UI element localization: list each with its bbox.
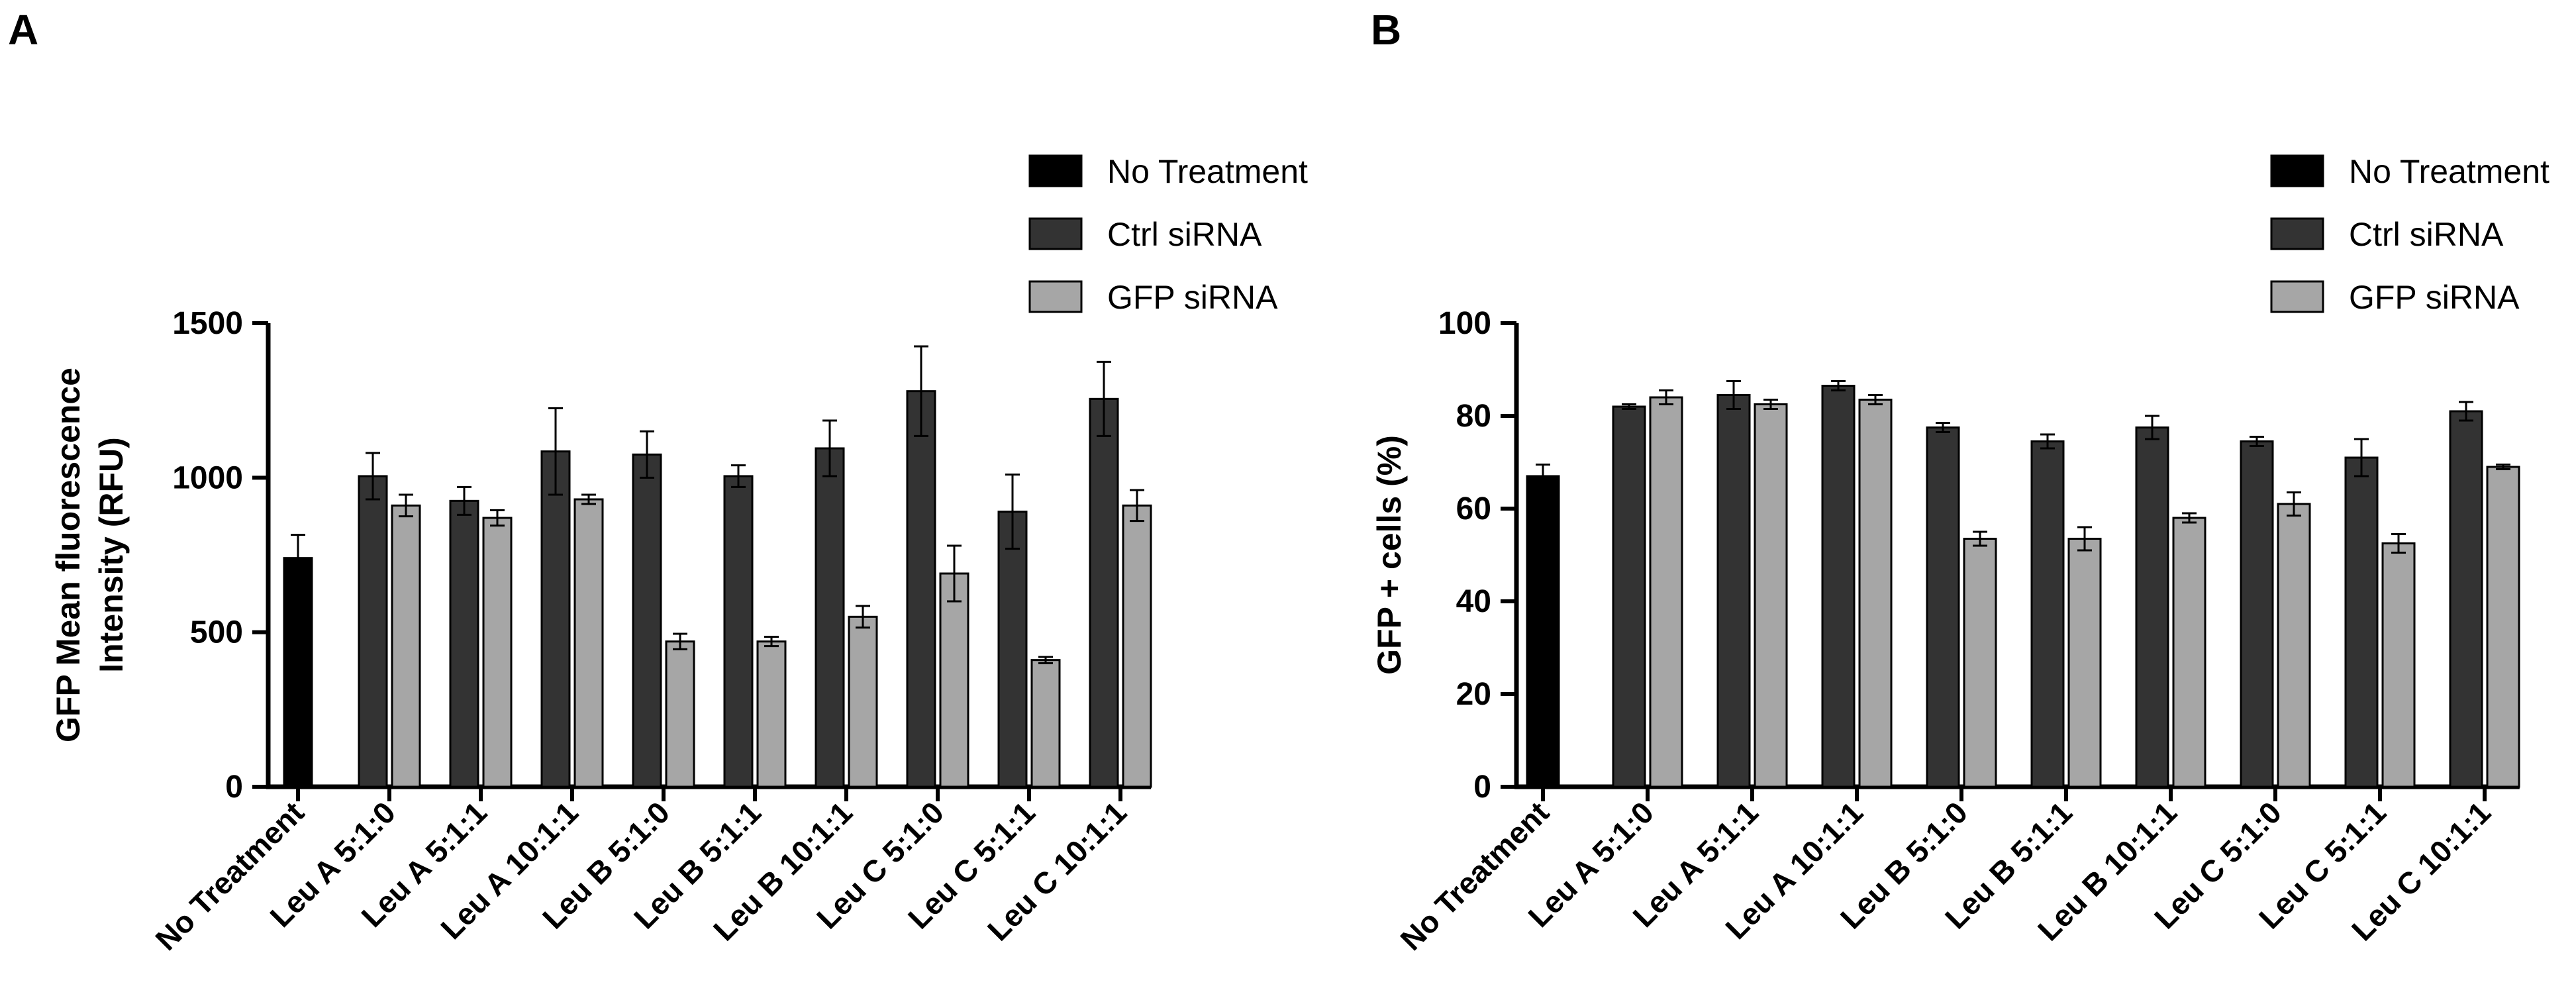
bar-ctrl-sirna bbox=[1926, 426, 1960, 788]
bar-gfp-sirna bbox=[1649, 396, 1683, 788]
bar-gfp-sirna bbox=[482, 517, 513, 788]
legend-swatch bbox=[2270, 154, 2324, 187]
bar-gfp-sirna bbox=[756, 640, 787, 788]
legend-label: GFP siRNA bbox=[2349, 279, 2520, 316]
legend-swatch bbox=[2270, 280, 2324, 313]
panel-b-letter: B bbox=[1371, 6, 1402, 54]
bar-ctrl-sirna bbox=[2135, 426, 2169, 788]
chart-panel-a: 0 500 1000 1500 GFP Mean fluorescence Intensi… bbox=[50, 153, 1308, 957]
bar-ctrl-sirna bbox=[1821, 385, 1856, 788]
bar-gfp-sirna bbox=[1754, 403, 1788, 788]
bar-gfp-sirna bbox=[1858, 399, 1893, 788]
legend-label: No Treatment bbox=[2349, 153, 2550, 190]
legend-swatch bbox=[1028, 154, 1083, 187]
y-axis-title: GFP + cells (%) bbox=[1371, 435, 1408, 675]
bar-ctrl-sirna bbox=[997, 511, 1028, 788]
legend-label: No Treatment bbox=[1107, 153, 1308, 190]
legend-swatch bbox=[2270, 217, 2324, 250]
legend-label: Ctrl siRNA bbox=[2349, 216, 2504, 253]
bar-gfp-sirna bbox=[573, 498, 604, 788]
legend-label: GFP siRNA bbox=[1107, 279, 1278, 316]
bar-gfp-sirna bbox=[848, 615, 878, 788]
bar-ctrl-sirna bbox=[815, 447, 845, 788]
bar-gfp-sirna bbox=[665, 640, 695, 788]
y-tick-label: 1500 bbox=[172, 306, 243, 341]
y-tick-label: 1000 bbox=[172, 460, 243, 495]
panel-a-letter: A bbox=[8, 6, 39, 54]
y-tick-label: 0 bbox=[1473, 770, 1491, 805]
bar-ctrl-sirna bbox=[2344, 456, 2379, 788]
bar-no-treatment bbox=[1526, 475, 1560, 788]
bar-gfp-sirna bbox=[2381, 542, 2416, 788]
bar-gfp-sirna bbox=[2067, 538, 2102, 788]
legend-swatch bbox=[1028, 280, 1083, 313]
bar-ctrl-sirna bbox=[2449, 410, 2483, 788]
legend-label: Ctrl siRNA bbox=[1107, 216, 1262, 253]
y-tick-label: 20 bbox=[1456, 677, 1491, 712]
bar-ctrl-sirna bbox=[1716, 394, 1751, 788]
bar-ctrl-sirna bbox=[1612, 405, 1646, 788]
y-axis-title: GFP Mean fluorescence bbox=[50, 368, 87, 742]
bar-gfp-sirna bbox=[2172, 517, 2206, 788]
y-axis-title-line2: Intensity (RFU) bbox=[93, 437, 130, 673]
bar-ctrl-sirna bbox=[540, 450, 571, 788]
y-tick-label: 100 bbox=[1438, 306, 1491, 341]
y-tick-label: 80 bbox=[1456, 399, 1491, 434]
legend-swatch bbox=[1028, 217, 1083, 250]
y-tick-label: 0 bbox=[225, 770, 243, 805]
bar-gfp-sirna bbox=[1963, 538, 1997, 788]
y-tick-label: 60 bbox=[1456, 491, 1491, 526]
bar-gfp-sirna bbox=[939, 572, 969, 788]
bar-ctrl-sirna bbox=[906, 390, 936, 788]
bar-gfp-sirna bbox=[2277, 503, 2311, 788]
bar-no-treatment bbox=[283, 557, 313, 788]
y-tick-label: 500 bbox=[190, 615, 243, 650]
bar-gfp-sirna bbox=[1122, 504, 1152, 788]
x-category-label: No Treatment bbox=[1393, 795, 1556, 957]
bar-ctrl-sirna bbox=[723, 475, 754, 788]
bar-ctrl-sirna bbox=[358, 475, 388, 788]
bar-ctrl-sirna bbox=[1089, 397, 1119, 788]
bar-ctrl-sirna bbox=[632, 453, 662, 788]
y-tick-label: 40 bbox=[1456, 584, 1491, 619]
bar-ctrl-sirna bbox=[2240, 440, 2274, 788]
bar-gfp-sirna bbox=[1030, 659, 1061, 788]
bar-gfp-sirna bbox=[2486, 466, 2520, 788]
bar-ctrl-sirna bbox=[449, 499, 479, 788]
bar-ctrl-sirna bbox=[2030, 440, 2065, 788]
bar-gfp-sirna bbox=[391, 504, 421, 788]
